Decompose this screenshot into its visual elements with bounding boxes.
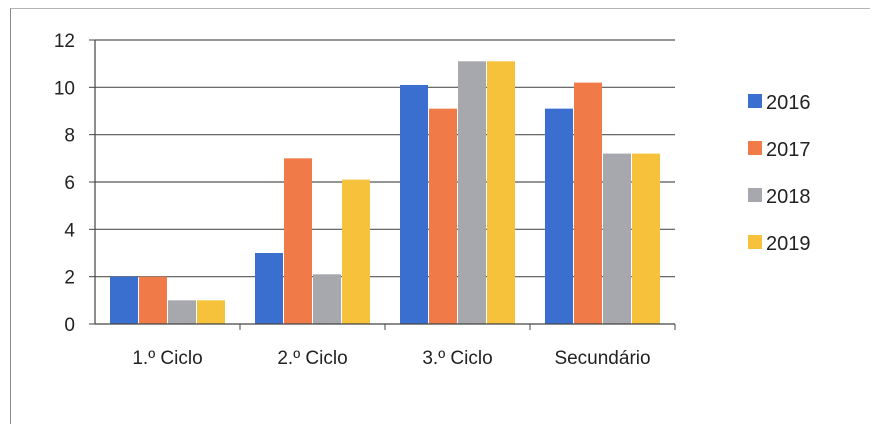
y-tick-label: 2 (64, 268, 75, 289)
y-tick-label: 6 (64, 173, 75, 194)
x-axis-category-labels: 1.º Ciclo 2.º Ciclo 3.º Ciclo Secundário (132, 348, 650, 369)
x-category-label: 1.º Ciclo (132, 348, 202, 369)
bar-2016-1 (110, 276, 138, 324)
bar-2017-2 (284, 158, 312, 324)
bar-2018-2 (313, 274, 341, 324)
y-tick-label: 4 (64, 220, 75, 241)
legend-swatch-2018 (748, 188, 762, 202)
legend-label-2017: 2017 (766, 139, 811, 161)
bars (110, 61, 660, 325)
y-axis-tick-labels: 0 2 4 6 8 10 12 (54, 31, 76, 336)
legend-label-2019: 2019 (766, 233, 811, 255)
bar-2019-2 (342, 179, 370, 324)
bar-2017-3 (429, 108, 457, 324)
bar-2019-4 (632, 153, 660, 324)
bar-2018-3 (458, 61, 486, 325)
legend: 2016 2017 2018 2019 (748, 92, 811, 255)
legend-swatch-2016 (748, 94, 762, 108)
y-tick-label: 8 (64, 126, 75, 147)
y-tick-label: 0 (64, 315, 75, 336)
bar-2019-1 (197, 300, 225, 324)
bar-2018-4 (603, 153, 631, 324)
legend-swatch-2017 (748, 141, 762, 155)
bar-2017-1 (139, 276, 167, 324)
x-category-label: 3.º Ciclo (422, 348, 492, 369)
axes (89, 39, 676, 330)
y-tick-label: 10 (54, 78, 75, 99)
bar-2019-3 (487, 61, 515, 325)
x-category-label: 2.º Ciclo (277, 348, 347, 369)
legend-label-2018: 2018 (766, 186, 811, 208)
y-tick-label: 12 (54, 31, 75, 52)
x-category-label: Secundário (554, 348, 650, 369)
bar-2017-4 (574, 82, 602, 324)
bar-2016-2 (255, 253, 283, 324)
legend-label-2016: 2016 (766, 92, 811, 114)
bar-2016-3 (400, 84, 428, 324)
legend-swatch-2019 (748, 235, 762, 249)
bar-2016-4 (545, 108, 573, 324)
bar-2018-1 (168, 300, 196, 324)
chart-frame (10, 8, 870, 424)
